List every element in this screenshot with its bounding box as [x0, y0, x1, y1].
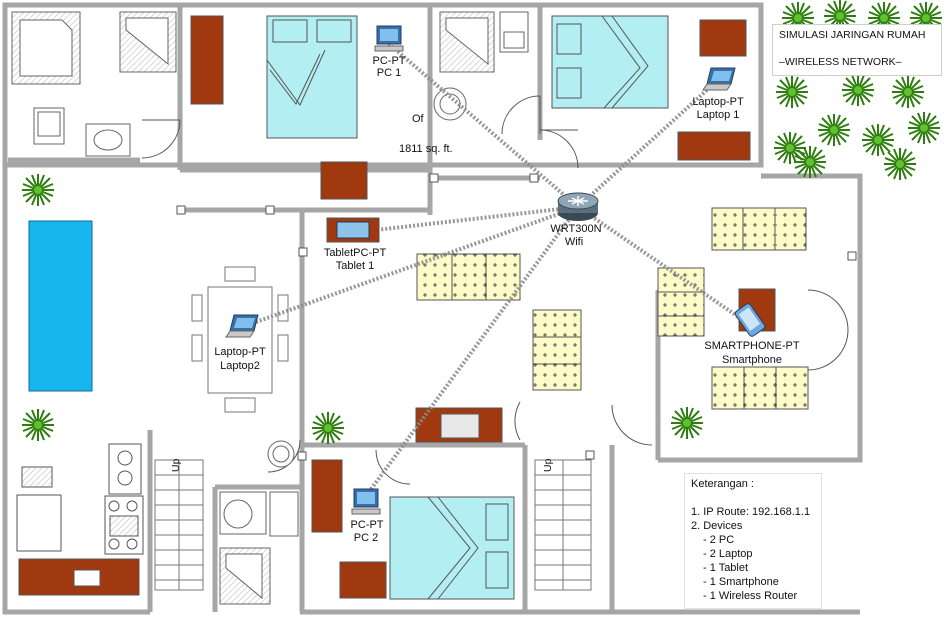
pc1-type-label: PC-PT	[373, 55, 406, 67]
kitchen	[16, 443, 144, 596]
legend-heading: Keterangan :	[691, 478, 754, 490]
smartphone-type-label: SMARTPHONE-PT	[704, 340, 799, 352]
laptop1-type-label: Laptop-PT	[692, 96, 744, 108]
plant-icon	[670, 406, 704, 440]
walls	[2, 2, 863, 615]
laptop2-name-label: Laptop2	[220, 360, 260, 372]
title-box: SIMULASI JARINGAN RUMAH –WIRELESS NETWOR…	[772, 24, 942, 76]
tablet-name-label: Tablet 1	[336, 260, 375, 272]
stairs-label-right: Up	[542, 458, 554, 472]
tablet-device[interactable]	[326, 217, 380, 243]
router-name-label: Wifi	[565, 236, 583, 248]
bedroom-2	[551, 15, 751, 161]
title-line-2: –WIRELESS NETWORK–	[779, 56, 902, 68]
laptop2-device[interactable]	[225, 314, 259, 338]
plant-icon	[311, 411, 345, 445]
legend-item: - 1 Wireless Router	[703, 590, 798, 602]
smartphone-name-label: Smartphone	[722, 354, 782, 366]
legend-item: - 2 PC	[703, 534, 735, 546]
legend-ip-route: 1. IP Route: 192.168.1.1	[691, 506, 811, 518]
link-laptop2	[255, 205, 579, 324]
link-smartphone	[576, 205, 742, 320]
office-label: Of	[412, 113, 425, 125]
legend-box: Keterangan : 1. IP Route: 192.168.1.1 2.…	[684, 473, 822, 609]
pc2-name-label: PC 2	[354, 532, 378, 544]
stairs-label-left: Up	[170, 458, 182, 472]
doors	[141, 95, 849, 485]
pc2-device[interactable]	[351, 488, 381, 515]
link-tablet	[375, 205, 579, 232]
link-pc1	[387, 42, 580, 209]
area-label: 1811 sq. ft.	[399, 143, 453, 155]
pool	[28, 220, 93, 392]
laptop2-type-label: Laptop-PT	[214, 346, 266, 358]
stairs-left	[154, 459, 204, 591]
pc2-type-label: PC-PT	[351, 519, 384, 531]
bathroom-middle	[433, 11, 529, 121]
laptop1-device[interactable]	[702, 67, 736, 91]
legend-item: - 1 Tablet	[703, 562, 749, 574]
legend-devices-heading: 2. Devices	[691, 520, 743, 532]
plant-icon	[21, 408, 55, 442]
router-wrt300n[interactable]	[557, 192, 599, 221]
plant-icon	[21, 173, 55, 207]
smartphone-device[interactable]	[734, 303, 766, 338]
legend-item: - 2 Laptop	[703, 548, 753, 560]
stairs-right	[534, 459, 592, 591]
router-type-label: WRT300N	[550, 223, 601, 235]
bedroom-3	[311, 459, 515, 600]
tablet-type-label: TabletPC-PT	[324, 247, 387, 259]
wireless-links	[255, 42, 742, 498]
link-laptop1	[576, 78, 720, 209]
laptop1-name-label: Laptop 1	[697, 109, 740, 121]
title-line-1: SIMULASI JARINGAN RUMAH	[779, 29, 926, 41]
posts	[176, 173, 857, 461]
dining-table	[191, 266, 289, 413]
bathroom-bottom	[219, 440, 299, 605]
bathroom-top-left	[11, 11, 177, 157]
legend-item: - 1 Smartphone	[703, 576, 779, 588]
pc1-name-label: PC 1	[377, 67, 401, 79]
pc1-device[interactable]	[374, 25, 404, 52]
living-room	[415, 207, 809, 443]
bedroom-1	[190, 15, 368, 200]
